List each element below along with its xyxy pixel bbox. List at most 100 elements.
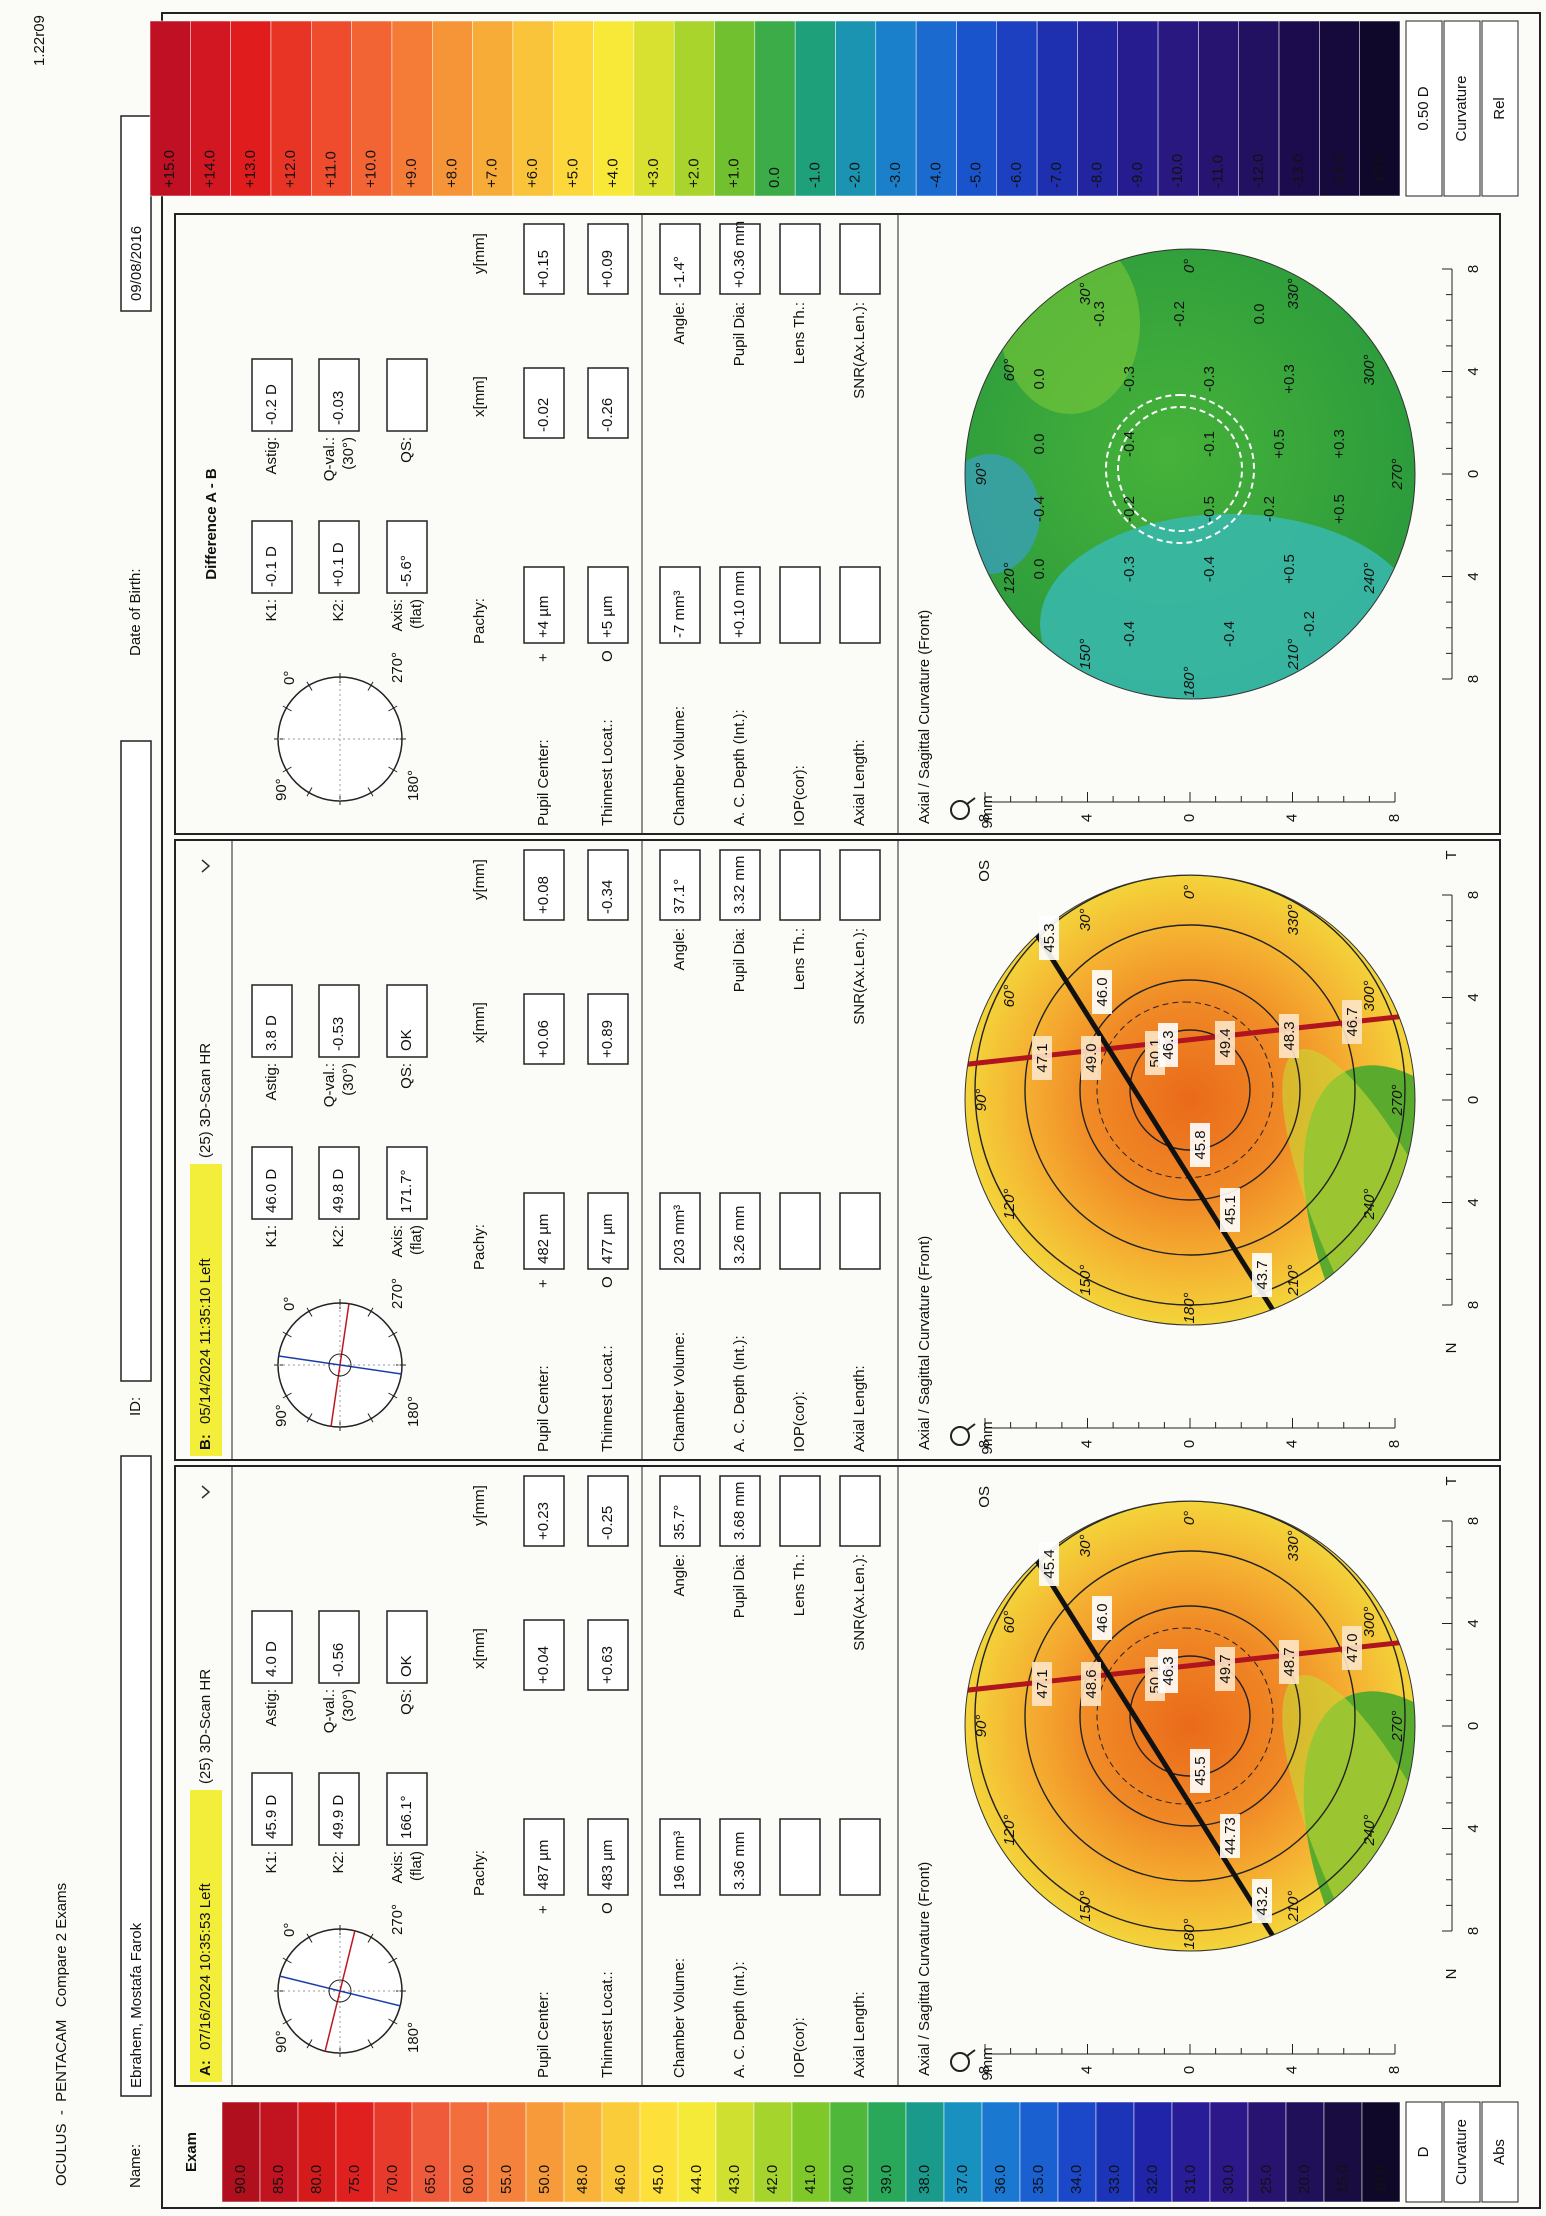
compass-tick [388,1392,398,1399]
scale-label: 60.0 [460,2165,477,2194]
map-blue [965,454,1040,574]
field-value: 3.68 mm [731,1482,748,1540]
magnifier [950,800,970,820]
field-value: +0.36 mm [731,221,748,288]
map-value: 46.3 [1160,1030,1177,1059]
scale-label: -1.0 [806,162,823,188]
page-title: OCULUS - PENTACAM Compare 2 Exams [53,1883,70,2186]
compass-tick [282,1957,292,1964]
compass-tick [388,1331,398,1338]
highlight [190,1790,222,2082]
angle-label: 180° [1181,1292,1198,1323]
value-box [779,849,821,921]
angle-label: 270° [1389,1084,1406,1116]
value-box [587,566,629,644]
field-label: Angle: [671,1554,688,1597]
angle-label: 150° [1077,1891,1094,1922]
eye-label: OS [976,860,993,882]
scale-label: -10.0 [1169,154,1186,188]
dob-box [120,115,152,312]
scale-label: 80.0 [308,2165,325,2194]
value-box [587,1619,629,1691]
map-value: 0.0 [1031,434,1048,455]
value-box [251,1146,293,1220]
field-label: Pupil Dia: [731,928,748,992]
ruler-label: 4 [1465,1619,1482,1627]
value-box [251,1772,293,1846]
value-box [523,993,565,1065]
angle-label: 300° [1361,354,1378,385]
compass-label: 180° [405,2022,422,2053]
field-label: IOP(cor): [791,765,808,826]
field-label: Axial Length: [851,1365,868,1452]
angle-label: 60° [1001,1611,1018,1634]
value-tag [1039,916,1059,960]
field-label: A. C. Depth (Int.): [731,1335,748,1452]
scale-label: 40.0 [840,2165,857,2194]
map-value: +0.5 [1281,554,1298,584]
field-value: -1.4° [671,256,688,288]
highlight [190,1164,222,1456]
value-tag [1081,1036,1101,1080]
ruler-label: 8 [1386,814,1403,822]
field-value: +0.1 D [330,542,347,587]
map [965,875,1415,1325]
value-box [523,1818,565,1896]
map-value: 45.8 [1192,1130,1209,1159]
ruler-label: 4 [1465,1824,1482,1832]
scale-label: 15.0 [1334,2165,1351,2194]
ruler-label: 8 [976,814,993,822]
compass-label: 90° [273,1404,290,1427]
field-value: 482 µm [535,1214,552,1264]
field-value: 487 µm [535,1840,552,1890]
scale-label: 48.0 [574,2165,591,2194]
field-label: A. C. Depth (Int.): [731,709,748,826]
ruler-label: 8 [1465,265,1482,273]
value-box [587,1192,629,1270]
value-tag [1215,1021,1235,1065]
field-value: 171.7° [398,1169,415,1213]
field-label: Pupil Center: [535,1365,552,1452]
ruler-label: 4 [1465,1198,1482,1206]
nasal-label: N [1443,1969,1460,1980]
scale-label: 50.0 [536,2165,553,2194]
column-header: x[mm] [471,1002,488,1043]
field-value: -5.6° [398,555,415,587]
field-value: 45.9 D [263,1795,280,1839]
value-box [386,984,428,1058]
value-tag [1220,1814,1240,1858]
angle-label: 240° [1361,1188,1378,1220]
field-label: A. C. Depth (Int.): [731,1961,748,2078]
field-label: K1: [263,1851,280,1874]
ruler-label: 0 [1465,1096,1482,1104]
field-value: 37.1° [671,879,688,914]
scale-label: 45.0 [650,2165,667,2194]
pupil-outline [1105,394,1255,544]
exam-label: A: [197,2060,214,2076]
scale-cell [1359,20,1401,197]
value-tag [1252,1253,1272,1297]
scale-label: 37.0 [954,2165,971,2194]
value-box [523,1475,565,1547]
compass-label: 180° [405,770,422,801]
map-value: 49.4 [1217,1028,1234,1057]
scale-label: +7.0 [484,158,501,188]
value-tag [1039,1542,1059,1586]
angle-label: 240° [1361,562,1378,594]
scale-footer: 0.50 D [1415,86,1432,130]
field-value: -0.53 [330,1017,347,1051]
field-label: (flat) [408,599,425,629]
angle-label: 300° [1361,1606,1378,1637]
value-box [719,566,761,644]
compass-tick [367,681,374,691]
scale-title: Exam [183,2132,200,2172]
field-value: 196 mm³ [671,1831,688,1890]
ruler-label: 8 [1465,1517,1482,1525]
scale-footer-box [1443,20,1481,197]
scale-footer: D [1415,2146,1432,2157]
field-label: Angle: [671,928,688,971]
value-tag [1279,1014,1299,1058]
map-value: -0.3 [1201,366,1218,392]
field-value: OK [398,1029,415,1051]
